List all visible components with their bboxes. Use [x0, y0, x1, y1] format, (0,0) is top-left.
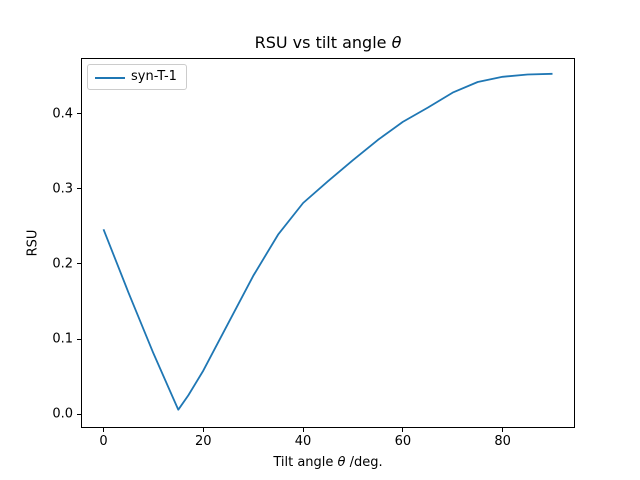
x-tick-label: 20	[194, 434, 212, 449]
legend-label: syn-T-1	[131, 69, 177, 84]
y-tick-label: 0.1	[52, 331, 73, 347]
chart-title-text: RSU vs tilt angle	[254, 33, 392, 52]
y-tick-mark	[77, 413, 81, 415]
x-tick-mark	[302, 428, 304, 432]
legend: syn-T-1	[87, 64, 187, 90]
x-axis-label-suffix: /deg.	[345, 455, 383, 470]
x-tick-label: 0	[99, 434, 108, 449]
x-axis-label: Tilt angle θ /deg.	[81, 455, 575, 470]
x-tick-label: 60	[394, 434, 412, 449]
y-tick-label: 0.2	[52, 256, 73, 272]
y-axis-label: RSU	[25, 229, 41, 257]
y-tick-label: 0.3	[52, 181, 73, 197]
x-tick-mark	[102, 428, 104, 432]
y-tick-mark	[77, 188, 81, 190]
x-axis-theta-symbol: θ	[337, 455, 346, 470]
x-tick-mark	[502, 428, 504, 432]
y-tick-label: 0.4	[52, 106, 73, 122]
y-tick-mark	[77, 263, 81, 265]
x-tick-label: 40	[294, 434, 312, 449]
line-series	[102, 72, 553, 411]
x-axis-label-prefix: Tilt angle	[273, 455, 338, 470]
x-tick-mark	[202, 428, 204, 432]
legend-line-swatch	[95, 77, 125, 79]
y-tick-mark	[77, 338, 81, 340]
plot-area	[81, 58, 575, 428]
theta-symbol: θ	[391, 33, 402, 52]
y-tick-mark	[77, 113, 81, 115]
y-tick-label: 0.0	[52, 406, 73, 422]
x-tick-label: 80	[494, 434, 511, 449]
x-tick-mark	[402, 428, 404, 432]
chart-title: RSU vs tilt angle θ	[81, 33, 575, 52]
